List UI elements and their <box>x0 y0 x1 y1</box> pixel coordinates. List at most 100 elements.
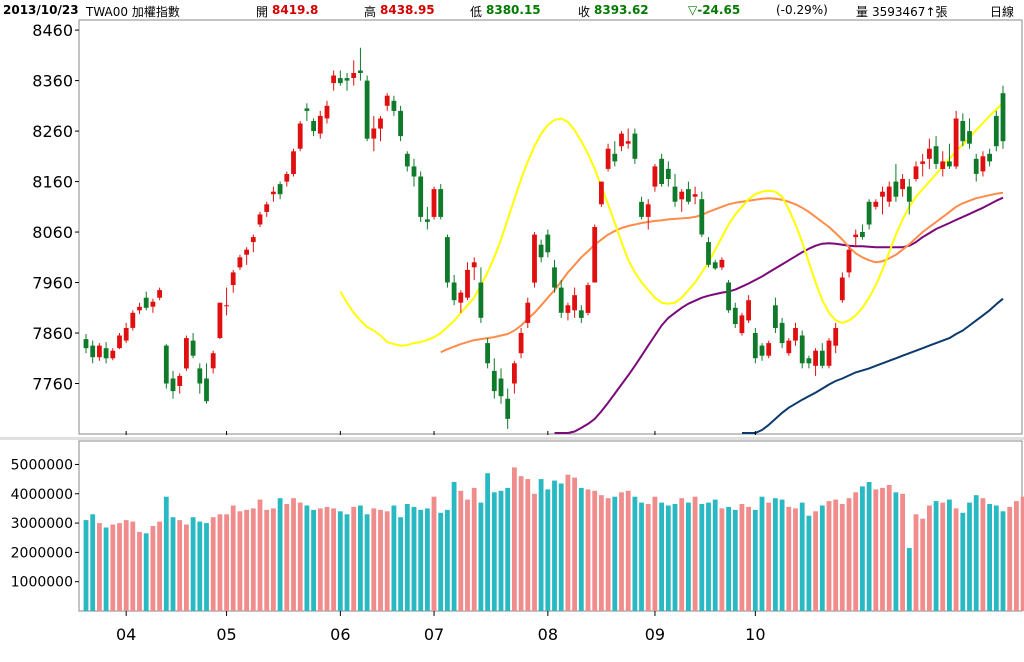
candle <box>712 259 718 270</box>
volume-bar <box>967 502 972 611</box>
candle-body <box>431 189 437 217</box>
candle-body <box>445 237 450 283</box>
candle <box>230 269 236 293</box>
candle-body <box>558 287 564 313</box>
candle-body <box>980 156 986 172</box>
volume-bar <box>90 514 96 611</box>
volume-bar <box>384 511 390 611</box>
candle-body <box>538 244 544 258</box>
volume-bar <box>271 508 276 611</box>
volume-bar <box>230 505 236 611</box>
candle <box>819 343 825 369</box>
candle-body <box>665 168 671 179</box>
candle-body <box>197 368 203 384</box>
candle <box>873 199 879 210</box>
candle-body <box>491 370 497 392</box>
candle-body <box>532 234 537 283</box>
open-value: 8419.8 <box>272 3 319 17</box>
candle-body <box>458 292 464 303</box>
quote-date: 2013/10/23 <box>3 3 79 17</box>
candle-body <box>706 242 711 265</box>
candle-body <box>284 174 290 182</box>
close-value: 8393.62 <box>594 3 649 17</box>
candle-body <box>337 78 343 84</box>
date-tick-label: 10 <box>745 625 765 644</box>
period-label: 日線 <box>990 5 1015 19</box>
candle <box>445 234 450 288</box>
candle-body <box>304 108 310 111</box>
candle-body <box>485 343 490 364</box>
volume-bar <box>97 523 102 611</box>
candle-body <box>244 249 249 255</box>
candle <box>190 333 196 359</box>
volume-bar <box>993 505 999 611</box>
volume-tick-label: 4000000 <box>11 487 73 503</box>
candle-body <box>612 153 618 162</box>
candle-body <box>793 328 798 341</box>
candle <box>371 115 377 152</box>
candle-body <box>732 307 738 324</box>
candle-body <box>505 398 511 419</box>
candle-body <box>752 333 758 359</box>
price-tick-label: 8060 <box>32 223 73 242</box>
volume-bar <box>291 498 296 611</box>
candle-body <box>759 345 765 356</box>
ma5-line <box>339 102 1004 347</box>
candle-body <box>137 306 142 311</box>
candle-body <box>512 363 517 384</box>
candle-body <box>779 322 785 344</box>
candle <box>739 312 745 336</box>
volume-bar <box>826 501 832 611</box>
volume-bar <box>786 506 792 611</box>
volume-bar <box>799 502 805 611</box>
candle <box>143 291 149 311</box>
candle <box>686 181 691 205</box>
volume-bar <box>545 489 551 611</box>
candle <box>592 224 598 283</box>
candle <box>692 186 698 205</box>
candle-body <box>585 285 591 313</box>
candle-body <box>960 121 966 142</box>
volume-bar <box>324 506 330 611</box>
candle <box>364 75 370 142</box>
volume-bar <box>284 504 290 611</box>
candle <box>645 199 651 230</box>
candle <box>491 358 497 399</box>
candle-body <box>224 305 229 307</box>
candle-body <box>993 115 999 147</box>
candle-body <box>471 262 477 268</box>
candle-body <box>264 204 270 212</box>
candle <box>632 128 638 164</box>
candle <box>766 340 772 359</box>
candle-body <box>839 277 845 301</box>
volume-bar <box>665 505 671 611</box>
volume-bar <box>726 506 731 611</box>
volume-bar <box>900 493 905 611</box>
candle-body <box>712 262 718 269</box>
volume-label: 量 <box>856 5 869 19</box>
volume-bar <box>578 487 584 611</box>
candle-body <box>652 166 658 187</box>
candle-body <box>103 348 109 359</box>
volume-bar <box>913 514 919 611</box>
volume-bar <box>538 479 544 611</box>
candle <box>552 259 557 293</box>
candle <box>605 143 611 172</box>
candle <box>90 340 96 364</box>
date-tick-label: 04 <box>116 625 136 644</box>
candle <box>538 239 544 263</box>
candle <box>378 115 383 142</box>
candle-body <box>806 358 812 364</box>
volume-bar <box>953 508 959 611</box>
volume-bar <box>605 498 611 611</box>
candle <box>317 110 323 139</box>
candle <box>451 274 457 306</box>
candle <box>110 348 116 361</box>
candle <box>137 302 142 314</box>
candle-body <box>150 301 156 307</box>
candle-body <box>204 378 209 402</box>
candle-body <box>967 131 972 144</box>
volume-bar <box>846 498 852 611</box>
volume-bar <box>344 514 350 611</box>
volume-bar <box>806 515 812 611</box>
